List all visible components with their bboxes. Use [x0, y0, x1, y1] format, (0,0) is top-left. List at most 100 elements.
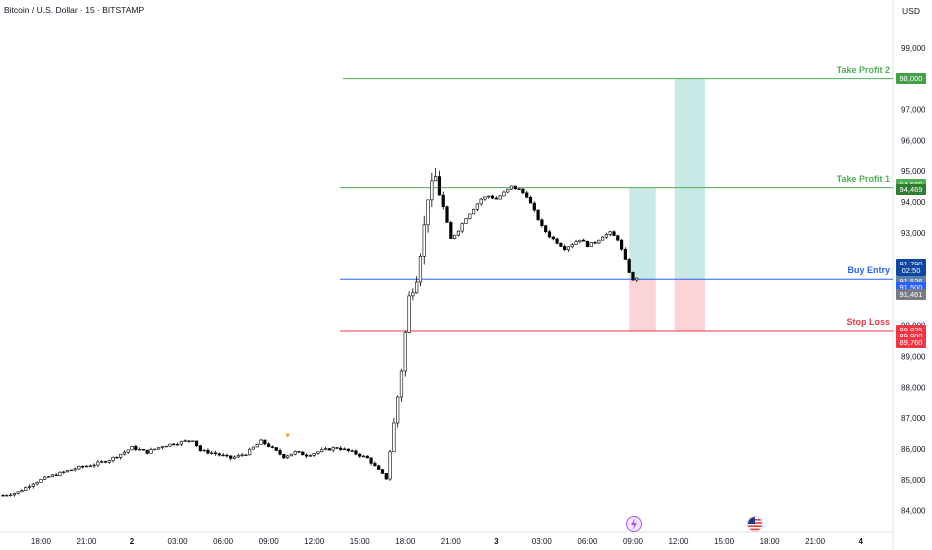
- candle-body: [115, 456, 119, 459]
- candle-body: [528, 196, 533, 204]
- currency-selector[interactable]: USD: [896, 3, 926, 20]
- candle-body: [384, 473, 388, 480]
- candle-body: [323, 448, 328, 450]
- candle-body: [407, 295, 411, 333]
- candle-body: [107, 460, 111, 463]
- candle-body: [612, 231, 616, 236]
- candle-body: [270, 446, 275, 448]
- candle-body: [339, 447, 343, 450]
- time-axis-tick: 21:00: [441, 537, 462, 546]
- candle-body: [388, 451, 392, 480]
- candle-body: [631, 272, 635, 281]
- candle-body: [392, 422, 396, 453]
- price-axis-tick: 86,000: [901, 445, 926, 454]
- take-profit-1-label: Take Profit 1: [836, 173, 890, 184]
- candle-body: [377, 465, 381, 470]
- candle-body: [259, 439, 263, 445]
- time-axis-tick: 09:00: [623, 537, 644, 546]
- candle-body: [168, 443, 172, 447]
- candle-body: [346, 448, 350, 452]
- candle-body: [635, 277, 639, 281]
- candle-body: [308, 455, 312, 457]
- candle-body: [244, 454, 248, 456]
- candle-body: [100, 461, 104, 463]
- candle-body: [213, 452, 218, 455]
- candle-body: [574, 241, 578, 245]
- candle-body: [8, 494, 13, 497]
- candle-body: [559, 243, 563, 247]
- candle-body: [126, 449, 130, 453]
- candle-body: [282, 453, 286, 459]
- candle-body: [301, 451, 305, 456]
- candle-body: [494, 197, 498, 200]
- candle-body: [130, 446, 134, 451]
- time-axis-tick: 18:00: [395, 537, 416, 546]
- candle-body: [141, 449, 146, 451]
- time-axis-tick: 4: [858, 537, 863, 546]
- candle-body: [331, 447, 335, 451]
- candle-body: [619, 239, 624, 250]
- symbol-title[interactable]: Bitcoin / U.S. Dollar · 15 · BITSTAMP: [4, 5, 145, 15]
- candle-body: [597, 239, 601, 244]
- candle-body: [426, 199, 430, 226]
- candle-body: [119, 453, 123, 458]
- candle-body: [604, 234, 609, 238]
- profit-zone[interactable]: [674, 78, 706, 280]
- candle-body: [210, 452, 214, 454]
- price-axis-tick: 88,000: [901, 383, 926, 392]
- candle-body: [77, 465, 81, 470]
- candle-body: [156, 447, 161, 450]
- candle-body: [92, 464, 96, 467]
- candle-body: [475, 203, 479, 210]
- candle-body: [373, 463, 377, 467]
- candle-body: [164, 445, 168, 448]
- candle-body: [365, 455, 369, 459]
- candle-body: [570, 244, 574, 248]
- candle-body: [460, 223, 464, 232]
- candle-body: [399, 370, 404, 398]
- candle-body: [369, 457, 373, 464]
- candle-body: [544, 225, 548, 232]
- price-axis-tick: 99,000: [901, 44, 926, 53]
- profit-zone[interactable]: [629, 187, 656, 280]
- candle-body: [304, 454, 309, 457]
- candle-body: [183, 440, 187, 442]
- candle-body: [456, 230, 461, 236]
- candle-body: [160, 446, 164, 448]
- candle-body: [350, 450, 354, 452]
- candle-body: [422, 224, 426, 257]
- lightning-event-icon[interactable]: [625, 516, 642, 532]
- time-axis-tick: 21:00: [76, 537, 97, 546]
- candle-body: [358, 453, 362, 457]
- candle-body: [354, 450, 358, 455]
- candle-body: [134, 446, 138, 450]
- candle-body: [122, 451, 127, 455]
- time-axis-tick: 12:00: [668, 537, 689, 546]
- candle-body: [46, 476, 51, 478]
- candle-body: [27, 486, 32, 488]
- candle-body: [263, 439, 267, 445]
- loss-zone[interactable]: [674, 279, 706, 331]
- candle-body: [84, 465, 89, 468]
- candle-body: [601, 236, 605, 241]
- loss-zone[interactable]: [629, 279, 656, 331]
- buy-entry-label: Buy Entry: [847, 265, 890, 276]
- candle-body: [145, 449, 149, 454]
- candle-body: [225, 454, 229, 457]
- candle-body: [206, 449, 210, 454]
- us-flag-event-icon[interactable]: [747, 516, 764, 532]
- candle-body: [509, 185, 514, 190]
- time-axis-tick: 15:00: [350, 537, 371, 546]
- time-axis-tick: 06:00: [577, 537, 598, 546]
- candle-body: [202, 449, 206, 452]
- candle-body: [540, 219, 544, 226]
- candle-body: [418, 256, 423, 283]
- candle-body: [342, 448, 347, 451]
- price-axis-tick: 95,000: [901, 167, 926, 176]
- candle-body: [320, 449, 324, 453]
- candle-body: [380, 469, 385, 474]
- dividend-marker[interactable]: [285, 433, 291, 438]
- candle-body: [517, 188, 521, 190]
- price-axis-tick: 89,000: [901, 352, 926, 361]
